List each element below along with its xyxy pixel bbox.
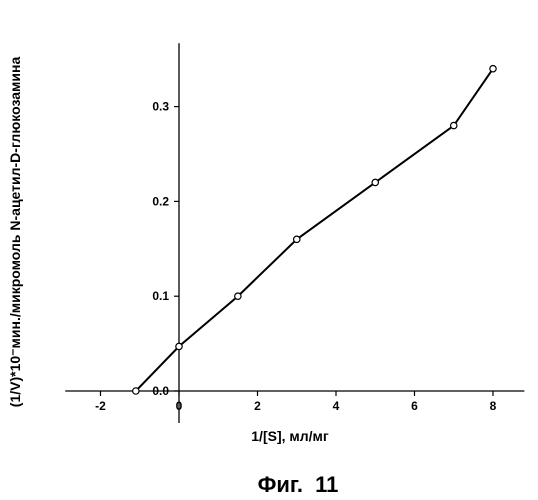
figure-caption: Фиг. 11 bbox=[258, 472, 339, 497]
x-axis-title: 1/[S], мл/мг bbox=[251, 428, 329, 444]
data-point bbox=[133, 388, 139, 394]
y-tick-label: 0.3 bbox=[152, 100, 169, 114]
x-tick-label: 0 bbox=[176, 399, 183, 413]
y-tick-label: 0.2 bbox=[152, 194, 169, 208]
y-ticks: 0.0 0.1 0.2 0.3 bbox=[152, 100, 179, 398]
x-tick-label: 8 bbox=[490, 399, 497, 413]
axes bbox=[65, 43, 524, 423]
x-tick-label: 4 bbox=[333, 399, 340, 413]
series bbox=[133, 65, 497, 394]
x-tick-label: 6 bbox=[411, 399, 418, 413]
x-tick-label: -2 bbox=[95, 399, 106, 413]
y-tick-label: 0.1 bbox=[152, 289, 169, 303]
x-tick-label: 2 bbox=[254, 399, 261, 413]
data-point bbox=[451, 122, 457, 128]
series-line bbox=[136, 69, 493, 391]
data-point bbox=[372, 179, 378, 185]
data-point bbox=[490, 65, 496, 71]
y-tick-label: 0.0 bbox=[152, 384, 169, 398]
data-point bbox=[176, 343, 182, 349]
data-point bbox=[235, 293, 241, 299]
y-axis-title: (1/V)*10⁻мин./микромоль N-ацетил-D-глюко… bbox=[7, 57, 23, 408]
data-point bbox=[294, 236, 300, 242]
